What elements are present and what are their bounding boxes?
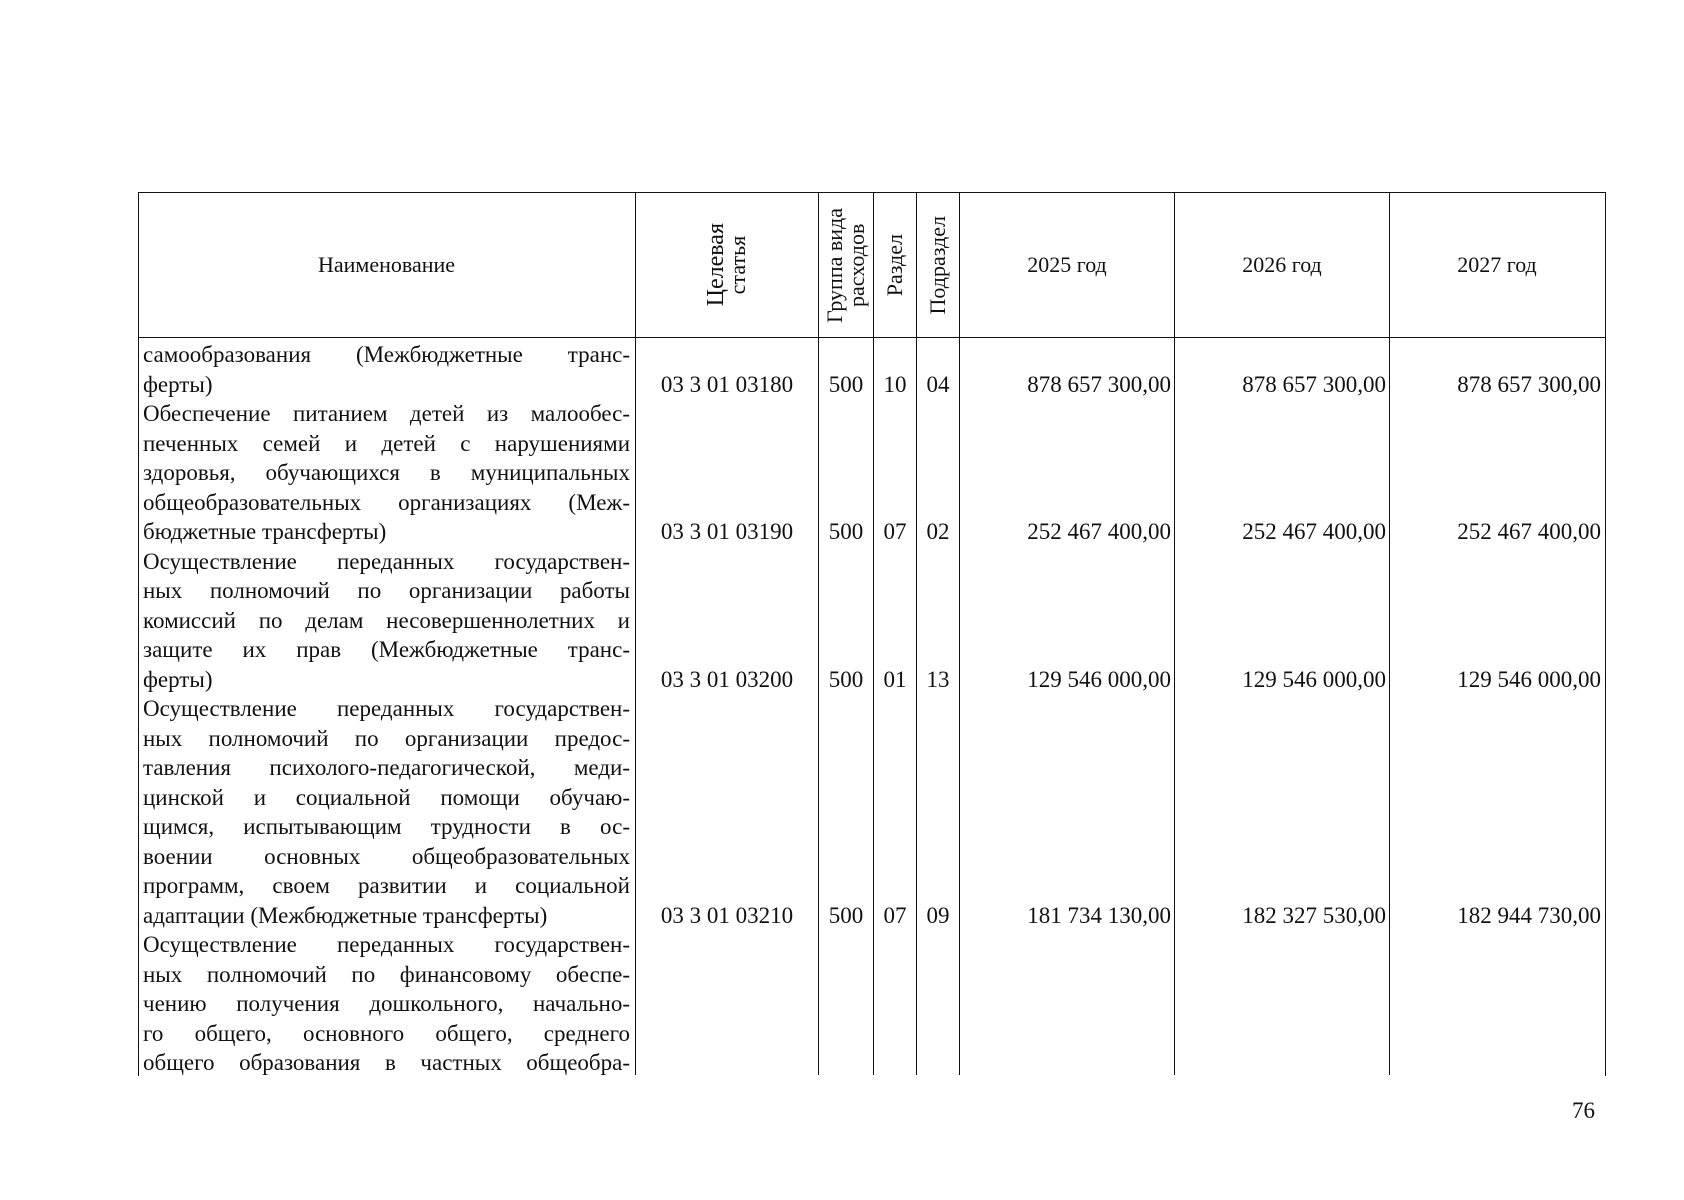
row-name-line: бюджетные трансферты) — [143, 519, 387, 544]
row-name-line: чению получения дошкольного, начально- — [143, 991, 630, 1016]
cell-y2025: 252 467 400,00 — [1027, 519, 1171, 544]
cell-y2026: 252 467 400,00 — [1242, 519, 1386, 544]
cell-section: 07 — [883, 519, 907, 544]
cell-y2027: 129 546 000,00 — [1457, 666, 1601, 692]
row-name-line: Осуществление переданных государствен- — [143, 696, 630, 721]
header-name-label: Наименование — [317, 252, 456, 277]
column-divider — [1389, 192, 1390, 1075]
row-name-line: Осуществление переданных государствен- — [143, 932, 630, 957]
column-divider — [916, 192, 917, 1075]
page-number: 76 — [1572, 1098, 1595, 1123]
header-divider — [138, 337, 1605, 338]
cell-code: 03 3 01 03180 — [660, 371, 794, 397]
row-name-line: ных полномочий по финансовому обеспе- — [143, 961, 630, 987]
column-divider — [635, 192, 636, 1075]
row-name-line: защите их прав (Межбюджетные транс- — [143, 637, 630, 662]
header-line: Группа вида — [822, 207, 847, 323]
cell-y2026: 878 657 300,00 — [1242, 371, 1386, 397]
header-name: Наименование — [138, 193, 635, 337]
cell-code: 03 3 01 03190 — [660, 519, 794, 544]
row-name-line: здоровья, обучающихся в муниципальных — [143, 460, 630, 485]
cell-group: 500 — [828, 902, 864, 928]
header-expense-group: Группа вида расходов — [819, 193, 873, 337]
row-name-line: ных полномочий по организации предос- — [143, 725, 630, 751]
budget-table — [138, 192, 1606, 1076]
cell-section: 01 — [883, 666, 907, 692]
row-name-line: щимся, испытывающим трудности в ос- — [143, 814, 630, 839]
header-target-article-label: Целевая статья — [703, 223, 750, 307]
header-line: Целевая — [703, 223, 729, 307]
row-name-line: адаптации (Межбюджетные трансферты) — [143, 902, 548, 928]
row-name-line: цинской и социальной помощи обучаю- — [143, 784, 630, 810]
cell-y2026: 182 327 530,00 — [1242, 902, 1386, 928]
cell-y2025: 878 657 300,00 — [1027, 371, 1171, 397]
row-name-line: комиссий по делам несовершеннолетних и — [143, 607, 630, 633]
row-name-line: общего образования в частных общеобра- — [143, 1050, 630, 1075]
cell-subsection: 13 — [926, 666, 950, 692]
cell-y2025: 129 546 000,00 — [1027, 666, 1171, 692]
cell-y2027: 252 467 400,00 — [1457, 519, 1601, 544]
row-name-line: го общего, основного общего, среднего — [143, 1020, 630, 1046]
column-divider — [1174, 192, 1175, 1075]
row-name-line: печенных семей и детей с нарушениями — [143, 430, 630, 456]
cell-y2027: 182 944 730,00 — [1457, 902, 1601, 928]
cell-code: 03 3 01 03210 — [660, 902, 794, 928]
cell-group: 500 — [828, 519, 864, 544]
row-name-line: ферты) — [143, 666, 213, 692]
row-name-line: тавления психолого-педагогической, меди- — [143, 755, 630, 780]
header-subsection: Подраздел — [917, 193, 959, 337]
column-divider — [818, 192, 819, 1075]
row-name-line: Осуществление переданных государствен- — [143, 548, 630, 574]
header-line: статья — [725, 235, 750, 295]
header-line: расходов — [844, 223, 869, 307]
header-2027-label: 2027 год — [1457, 252, 1537, 277]
row-name-line: Обеспечение питанием детей из малообес- — [143, 401, 630, 426]
header-2025-label: 2025 год — [1027, 252, 1107, 277]
cell-group: 500 — [828, 371, 864, 397]
row-name-line: программ, своем развитии и социальной — [143, 873, 630, 898]
header-section-label: Раздел — [882, 233, 907, 297]
row-name-line: ферты) — [143, 371, 213, 397]
header-section: Раздел — [874, 193, 916, 337]
cell-section: 07 — [883, 902, 907, 928]
header-target-article: Целевая статья — [636, 193, 818, 337]
header-subsection-label: Подраздел — [925, 215, 950, 315]
column-divider — [873, 192, 874, 1075]
row-name-line: ных полномочий по организации работы — [143, 578, 630, 603]
cell-subsection: 04 — [926, 371, 950, 397]
header-2026: 2026 год — [1175, 193, 1389, 337]
cell-code: 03 3 01 03200 — [660, 666, 794, 692]
row-name-line: самообразования (Межбюджетные транс- — [143, 342, 630, 367]
cell-subsection: 09 — [926, 902, 950, 928]
row-name-line: общеобразовательных организациях (Меж- — [143, 489, 630, 515]
header-2026-label: 2026 год — [1242, 252, 1322, 277]
header-2027: 2027 год — [1390, 193, 1604, 337]
header-2025: 2025 год — [960, 193, 1174, 337]
cell-y2027: 878 657 300,00 — [1457, 371, 1601, 397]
cell-section: 10 — [883, 371, 907, 397]
cell-subsection: 02 — [926, 519, 950, 544]
header-expense-group-label: Группа вида расходов — [822, 207, 869, 323]
column-divider — [959, 192, 960, 1075]
cell-y2025: 181 734 130,00 — [1027, 902, 1171, 928]
cell-y2026: 129 546 000,00 — [1242, 666, 1386, 692]
row-name-line: воении основных общеобразовательных — [143, 843, 630, 869]
cell-group: 500 — [828, 666, 864, 692]
